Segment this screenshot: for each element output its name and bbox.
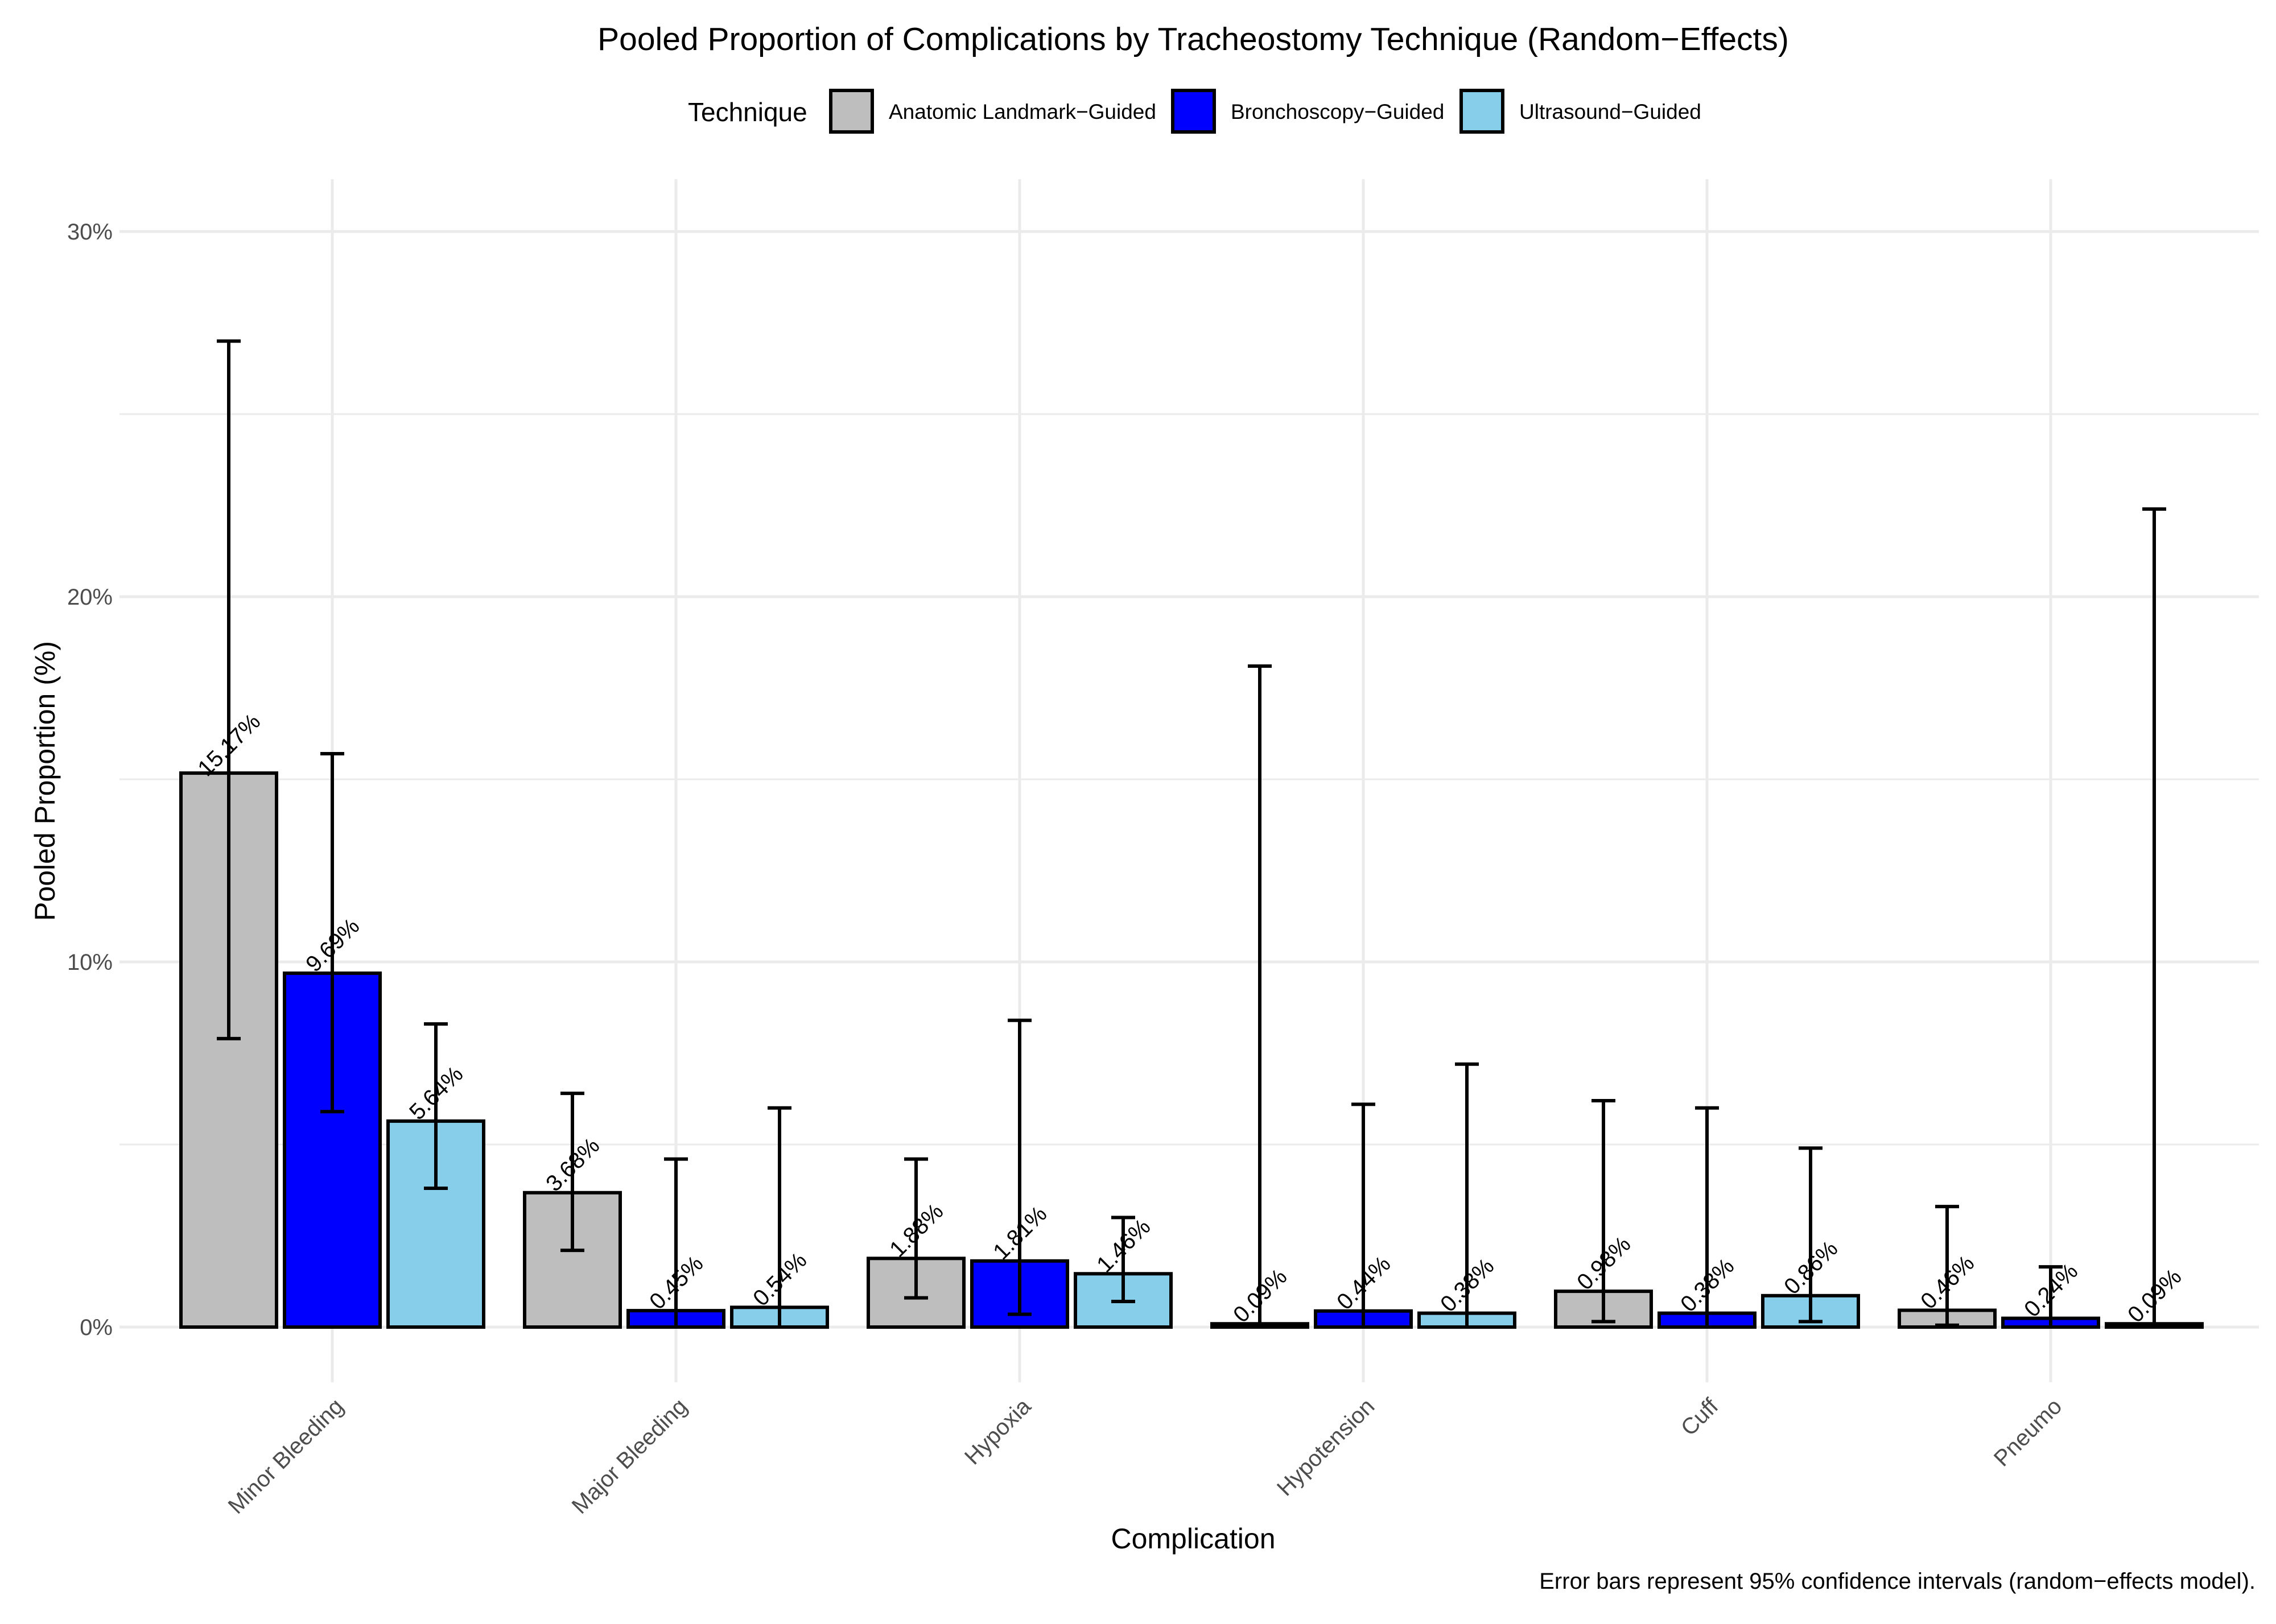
legend-swatch-anatomic-landmark-guided: [829, 89, 874, 134]
error-bar-cuff-ultrasound-guided: [1799, 1146, 1823, 1324]
grid: [119, 179, 2259, 1382]
error-bar-minor-bleeding-anatomic-landmark-guided: [217, 339, 241, 1040]
error-bar-cuff-bronchoscopy-guided: [1695, 1106, 1719, 1329]
error-bar-major-bleeding-ultrasound-guided: [768, 1106, 791, 1329]
legend-title: Technique: [688, 97, 807, 127]
error-bar-hypoxia-bronchoscopy-guided: [1008, 1018, 1032, 1316]
x-axis-title: Complication: [1111, 1523, 1275, 1555]
y-axis: 0% 10% 20% 30%: [67, 220, 113, 1340]
error-bar-pneumo-anatomic-landmark-guided: [1935, 1205, 1959, 1327]
y-tick-label: 0%: [80, 1315, 113, 1340]
error-bar-minor-bleeding-ultrasound-guided: [424, 1022, 448, 1191]
y-tick-label: 30%: [67, 220, 113, 245]
error-bars: [217, 339, 2166, 1329]
error-bar-pneumo-ultrasound-guided: [2142, 507, 2166, 1329]
error-bar-hypoxia-ultrasound-guided: [1111, 1216, 1135, 1304]
error-bar-major-bleeding-bronchoscopy-guided: [664, 1157, 688, 1329]
x-tick-label-minor-bleeding: Minor Bleeding: [224, 1394, 349, 1519]
x-tick-label-cuff: Cuff: [1676, 1394, 1724, 1441]
x-axis: Minor Bleeding Major Bleeding Hypoxia Hypot…: [224, 1394, 2067, 1519]
error-bar-minor-bleeding-bronchoscopy-guided: [320, 752, 344, 1114]
error-bar-cuff-anatomic-landmark-guided: [1591, 1098, 1615, 1324]
legend-swatch-ultrasound-guided: [1459, 89, 1504, 134]
y-tick-label: 20%: [67, 585, 113, 610]
data-labels: 15.17%9.69%5.64%3.68%0.45% 0.54%1.88% 1.81…: [193, 709, 2186, 1327]
bar-minor-bleeding-bronchoscopy-guided: [283, 971, 382, 1329]
bars: [179, 771, 2204, 1329]
error-bar-hypoxia-anatomic-landmark-guided: [904, 1157, 928, 1300]
legend-swatch-bronchoscopy-guided: [1171, 89, 1216, 134]
legend-label-anatomic-landmark-guided: Anatomic Landmark−Guided: [889, 100, 1156, 123]
error-bar-hypotension-anatomic-landmark-guided: [1248, 664, 1272, 1329]
error-bar-major-bleeding-anatomic-landmark-guided: [560, 1092, 584, 1253]
bar-minor-bleeding-anatomic-landmark-guided: [179, 771, 278, 1329]
y-axis-title: Pooled Proportion (%): [29, 641, 61, 921]
legend: Technique Anatomic Landmark−Guided Bronch…: [688, 89, 1701, 134]
x-tick-label-hypoxia: Hypoxia: [960, 1394, 1036, 1470]
error-bar-hypotension-bronchoscopy-guided: [1351, 1102, 1375, 1329]
y-tick-label: 10%: [67, 950, 113, 975]
caption: Error bars represent 95% confidence inte…: [1539, 1569, 2256, 1594]
x-tick-label-pneumo: Pneumo: [1989, 1394, 2067, 1471]
error-bar-pneumo-bronchoscopy-guided: [2039, 1265, 2063, 1329]
x-tick-label-hypotension: Hypotension: [1272, 1394, 1379, 1501]
legend-label-ultrasound-guided: Ultrasound−Guided: [1519, 100, 1701, 123]
x-tick-label-major-bleeding: Major Bleeding: [567, 1394, 692, 1519]
error-bar-hypotension-ultrasound-guided: [1455, 1062, 1479, 1329]
chart-title: Pooled Proportion of Complications by Tr…: [597, 21, 1789, 57]
legend-label-bronchoscopy-guided: Bronchoscopy−Guided: [1231, 100, 1444, 123]
